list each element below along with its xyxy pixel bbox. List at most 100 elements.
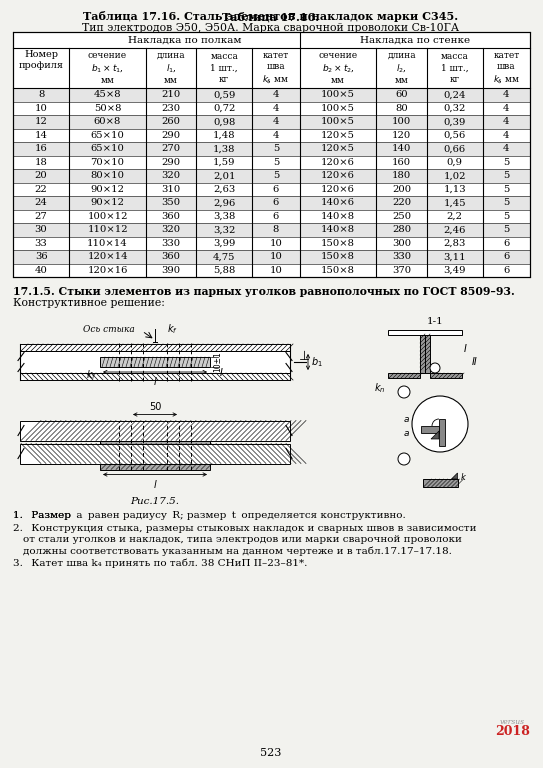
Text: 120×14: 120×14	[87, 252, 128, 261]
Text: 100×12: 100×12	[87, 212, 128, 220]
Text: 2,96: 2,96	[213, 198, 235, 207]
Text: 3,99: 3,99	[213, 239, 236, 248]
Text: 10: 10	[35, 104, 47, 113]
Text: 120: 120	[392, 131, 411, 140]
Text: 140: 140	[392, 144, 411, 154]
Text: 6: 6	[503, 266, 509, 275]
Circle shape	[398, 453, 410, 465]
Text: 16: 16	[35, 144, 47, 154]
Bar	[13, 32, 530, 277]
Text: 1,45: 1,45	[443, 198, 466, 207]
Text: Рис.17.5.: Рис.17.5.	[130, 497, 180, 506]
Text: 220: 220	[392, 198, 411, 207]
Text: 300: 300	[392, 239, 411, 248]
Text: 200: 200	[392, 185, 411, 194]
Text: 0,24: 0,24	[444, 91, 466, 99]
Text: 90×12: 90×12	[91, 198, 124, 207]
Text: 6: 6	[273, 212, 279, 220]
Text: 390: 390	[161, 266, 181, 275]
Text: 40: 40	[35, 266, 47, 275]
Text: 3,49: 3,49	[444, 266, 466, 275]
Text: I: I	[403, 388, 405, 396]
Text: Тип электродов Э50, Э50А. Марка сварочной проволоки Св-10ГА: Тип электродов Э50, Э50А. Марка сварочно…	[83, 23, 459, 33]
Text: 0,98: 0,98	[213, 118, 236, 126]
Text: 350: 350	[161, 198, 181, 207]
Text: 0,9: 0,9	[447, 157, 463, 167]
Text: от стали уголков и накладок, типа электродов или марки сварочной проволоки: от стали уголков и накладок, типа электр…	[23, 535, 462, 544]
Text: 370: 370	[392, 266, 411, 275]
Text: 4: 4	[503, 144, 510, 154]
Text: 0,66: 0,66	[444, 144, 466, 154]
Text: 30: 30	[35, 225, 47, 234]
Text: 2,01: 2,01	[213, 171, 236, 180]
Text: $R$: $R$	[450, 423, 457, 435]
Text: 120×5: 120×5	[321, 131, 355, 140]
Text: 100: 100	[392, 118, 411, 126]
Text: Конструктивное решение:: Конструктивное решение:	[13, 298, 165, 308]
Text: 5,88: 5,88	[213, 266, 236, 275]
Text: 1.  Размер: 1. Размер	[13, 511, 74, 520]
Text: 4: 4	[503, 91, 510, 99]
Text: 523: 523	[260, 748, 282, 758]
Text: 3,11: 3,11	[443, 252, 466, 261]
Text: катет
шва
$k_{\!f\!}$, мм: катет шва $k_{\!f\!}$, мм	[493, 51, 520, 85]
Bar	[13, 223, 530, 237]
Text: 4: 4	[273, 131, 279, 140]
Text: сечение
$b_1 \times t_1$,
мм: сечение $b_1 \times t_1$, мм	[88, 51, 127, 85]
Text: 80×10: 80×10	[91, 171, 124, 180]
Text: 1,13: 1,13	[443, 185, 466, 194]
Text: 5: 5	[273, 157, 279, 167]
Text: 150×8: 150×8	[321, 239, 355, 248]
Text: Ось стыка: Ось стыка	[83, 326, 135, 335]
Text: 3,38: 3,38	[213, 212, 236, 220]
Text: 33: 33	[35, 239, 47, 248]
Text: 5: 5	[503, 171, 509, 180]
Text: 70×10: 70×10	[91, 157, 124, 167]
Text: 20: 20	[35, 171, 47, 180]
Text: 230: 230	[161, 104, 181, 113]
Text: 65×10: 65×10	[91, 131, 124, 140]
Circle shape	[398, 386, 410, 398]
Text: 270: 270	[161, 144, 181, 154]
Text: versus: versus	[500, 718, 525, 726]
Text: II: II	[402, 455, 406, 464]
Bar	[13, 142, 530, 155]
Bar	[13, 115, 530, 128]
Text: $a$: $a$	[403, 415, 410, 423]
Text: 100×5: 100×5	[321, 91, 355, 99]
Bar	[388, 330, 462, 335]
Text: 150×8: 150×8	[321, 252, 355, 261]
Text: 140×8: 140×8	[321, 225, 355, 234]
Text: 2018: 2018	[495, 725, 530, 738]
Bar	[100, 421, 210, 443]
Text: 290: 290	[161, 131, 181, 140]
Bar	[20, 443, 290, 464]
Text: 100×5: 100×5	[321, 118, 355, 126]
Text: 90×12: 90×12	[91, 185, 124, 194]
Text: 45×8: 45×8	[94, 91, 121, 99]
Text: 10: 10	[269, 239, 282, 248]
Text: 10±1: 10±1	[213, 352, 222, 372]
Bar	[422, 479, 458, 487]
Bar	[13, 263, 530, 277]
Text: 3.  Катет шва k₄ принять по табл. 38 СНиП II–23–81*.: 3. Катет шва k₄ принять по табл. 38 СНиП…	[13, 559, 307, 568]
Text: Таблица 17.16. Сталь элементов и накладок марки С345.: Таблица 17.16. Сталь элементов и накладо…	[84, 11, 458, 22]
Text: 330: 330	[392, 252, 411, 261]
Text: 1,02: 1,02	[444, 171, 466, 180]
Text: II: II	[472, 357, 478, 367]
Text: 18: 18	[35, 157, 47, 167]
Text: 360: 360	[162, 212, 181, 220]
Bar	[20, 373, 290, 380]
Text: 0,32: 0,32	[444, 104, 466, 113]
Bar	[13, 101, 530, 115]
Text: I: I	[220, 368, 223, 378]
Text: 27: 27	[35, 212, 47, 220]
Text: 140×8: 140×8	[321, 212, 355, 220]
Bar	[430, 373, 462, 378]
Text: 6: 6	[503, 239, 509, 248]
Text: 2,46: 2,46	[444, 225, 466, 234]
Text: 5: 5	[503, 185, 509, 194]
Text: 100×5: 100×5	[321, 104, 355, 113]
Text: 8: 8	[38, 91, 44, 99]
Text: 330: 330	[161, 239, 181, 248]
